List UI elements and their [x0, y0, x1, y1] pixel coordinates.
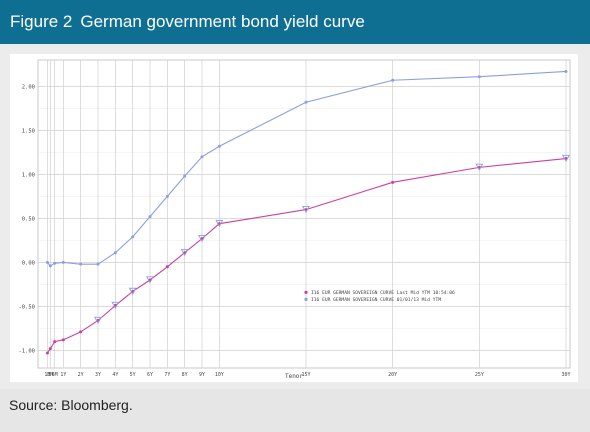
y-tick-label: -0.50 [18, 304, 35, 310]
data-point-prior [304, 100, 308, 104]
chart-panel: -1.00 -0.50 0.00 0.50 1.00 1.50 2.00 1M 3M 6M 1Y 2Y… [0, 44, 590, 389]
marker-triangle [302, 205, 310, 214]
x-tick-label: 2Y [78, 372, 84, 378]
figure-title: German government bond yield curve [80, 12, 365, 31]
x-tick-label: 20Y [388, 372, 397, 378]
x-tick-label: 8Y [182, 372, 188, 378]
data-point-prior [391, 78, 395, 82]
marker-triangle [215, 220, 224, 228]
data-point-prior [45, 260, 49, 264]
x-tick-label: 4Y [112, 372, 118, 378]
x-tick-label: 25Y [475, 372, 484, 378]
legend-label-prior: I16 EUR GERMAN SOVEREIGN CURVE 01/01/13 … [311, 297, 441, 303]
legend-swatch-last [304, 290, 308, 294]
marker-triangle [180, 249, 189, 257]
data-point-last [45, 351, 49, 355]
x-tick-label: 15Y [301, 372, 310, 378]
data-point-prior [217, 144, 221, 148]
y-tick-label: 1.00 [22, 172, 35, 178]
figure-label: Figure 2 [10, 12, 73, 31]
x-tick-label: 30Y [561, 372, 570, 378]
x-tick-label: 1Y [60, 372, 66, 378]
y-tick-label: -1.00 [18, 348, 35, 354]
data-point-prior [48, 264, 52, 268]
marker-triangle [475, 163, 484, 171]
data-point-last [79, 330, 83, 334]
data-point-last [53, 340, 57, 344]
chart-background [10, 54, 578, 382]
data-point-prior [96, 262, 100, 266]
x-tick-label: 3Y [95, 372, 101, 378]
data-point-prior [165, 194, 169, 198]
chart-card: -1.00 -0.50 0.00 0.50 1.00 1.50 2.00 1M 3M 6M 1Y 2Y… [10, 54, 578, 382]
figure-header: Figure 2 German government bond yield cur… [0, 0, 590, 44]
data-point-prior [477, 75, 481, 79]
y-tick-label: 2.00 [22, 84, 35, 90]
data-point-last [391, 180, 395, 184]
data-point-last [48, 347, 52, 351]
data-point-prior [148, 215, 152, 219]
x-tick-label: 9Y [199, 372, 205, 378]
grid-layer [37, 59, 571, 369]
data-point-last [61, 338, 65, 342]
data-point-prior [131, 235, 135, 239]
data-point-prior [564, 69, 568, 73]
x-axis-title: Tenor [285, 373, 303, 380]
data-point-last [165, 265, 169, 269]
x-tick-label: 7Y [164, 372, 170, 378]
data-point-prior [79, 262, 83, 266]
data-point-prior [53, 261, 57, 265]
x-tick-label: 5Y [130, 372, 136, 378]
y-tick-label: 1.50 [22, 128, 35, 134]
legend: I16 EUR GERMAN SOVEREIGN CURVE Last Mid … [304, 290, 455, 303]
data-point-prior [113, 251, 117, 255]
marker-triangle [111, 301, 120, 310]
marker-triangle [94, 316, 102, 325]
x-tick-label: 3M [47, 372, 53, 378]
data-point-prior [61, 260, 65, 264]
legend-label-last: I16 EUR GERMAN SOVEREIGN CURVE Last Mid … [311, 290, 455, 296]
marker-triangle [562, 154, 570, 163]
x-tick-label: 1M [44, 372, 50, 378]
legend-swatch-prior [304, 297, 308, 301]
x-tick-label: 6M [52, 372, 58, 378]
marker-triangle [146, 276, 154, 284]
marker-triangle [198, 234, 206, 243]
marker-triangle [128, 287, 137, 295]
data-point-prior [183, 174, 187, 178]
x-tick-label: 10Y [215, 372, 224, 378]
data-point-prior [200, 155, 204, 159]
plot-frame [37, 59, 571, 369]
y-tick-label: 0.00 [22, 260, 35, 266]
source-note: Source: Bloomberg. [0, 389, 590, 432]
x-tick-label: 6Y [147, 372, 153, 378]
series-layer [45, 69, 570, 355]
y-tick-label: 0.50 [22, 216, 35, 222]
